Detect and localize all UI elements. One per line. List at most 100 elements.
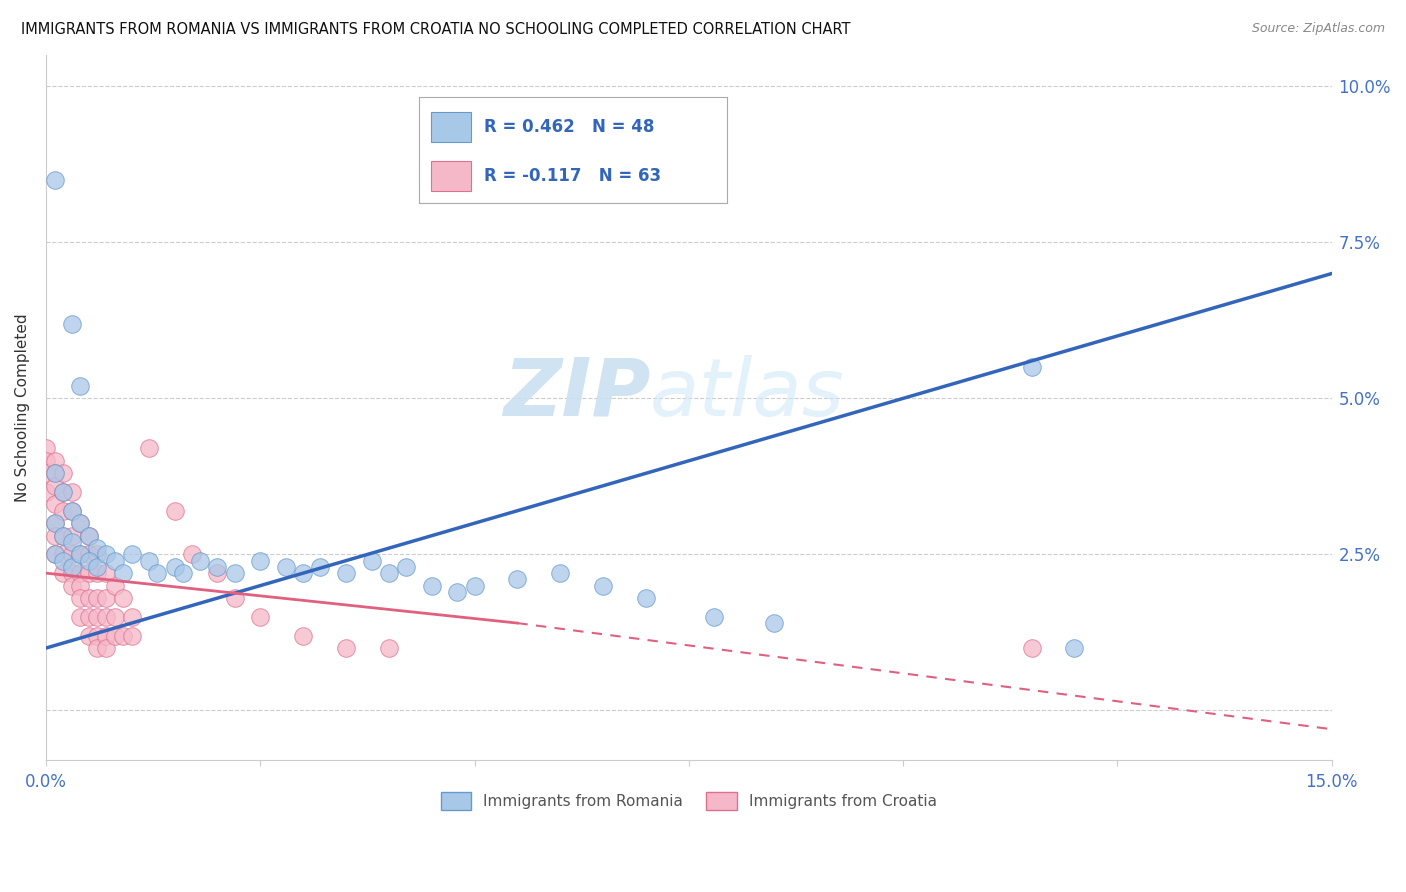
Point	[69, 516, 91, 531]
Point	[112, 591, 135, 606]
Point	[180, 548, 202, 562]
Point	[163, 504, 186, 518]
Point	[77, 548, 100, 562]
Point	[77, 529, 100, 543]
Point	[86, 541, 108, 556]
Point	[44, 548, 66, 562]
Text: atlas: atlas	[650, 355, 845, 433]
Point	[274, 560, 297, 574]
Point	[292, 629, 315, 643]
Point	[35, 485, 58, 500]
Point	[103, 610, 125, 624]
Text: Source: ZipAtlas.com: Source: ZipAtlas.com	[1251, 22, 1385, 36]
Point	[44, 516, 66, 531]
Point	[1021, 641, 1043, 656]
Point	[52, 504, 75, 518]
Point	[592, 579, 614, 593]
Point	[335, 566, 357, 581]
Point	[207, 560, 229, 574]
Point	[634, 591, 657, 606]
Point	[77, 554, 100, 568]
Point	[86, 548, 108, 562]
Point	[77, 610, 100, 624]
Point	[52, 467, 75, 481]
Point	[69, 548, 91, 562]
Point	[86, 591, 108, 606]
Point	[138, 442, 160, 456]
Point	[146, 566, 169, 581]
Point	[94, 548, 117, 562]
Point	[52, 554, 75, 568]
Point	[172, 566, 194, 581]
Point	[446, 585, 468, 599]
Point	[77, 629, 100, 643]
Point	[138, 554, 160, 568]
Point	[86, 629, 108, 643]
Point	[52, 485, 75, 500]
Point	[763, 616, 786, 631]
Point	[44, 516, 66, 531]
Point	[103, 579, 125, 593]
Point	[69, 566, 91, 581]
Point	[60, 560, 83, 574]
Point	[60, 579, 83, 593]
Point	[121, 610, 143, 624]
Point	[52, 529, 75, 543]
Point	[121, 629, 143, 643]
Point	[224, 591, 246, 606]
Point	[86, 566, 108, 581]
Point	[378, 641, 401, 656]
Point	[249, 610, 271, 624]
Text: IMMIGRANTS FROM ROMANIA VS IMMIGRANTS FROM CROATIA NO SCHOOLING COMPLETED CORREL: IMMIGRANTS FROM ROMANIA VS IMMIGRANTS FR…	[21, 22, 851, 37]
Point	[35, 467, 58, 481]
Point	[224, 566, 246, 581]
Text: ZIP: ZIP	[503, 355, 650, 433]
Point	[94, 610, 117, 624]
Point	[188, 554, 211, 568]
Y-axis label: No Schooling Completed: No Schooling Completed	[15, 313, 30, 502]
Point	[44, 454, 66, 468]
Point	[60, 504, 83, 518]
Point	[94, 641, 117, 656]
Point	[112, 629, 135, 643]
Point	[52, 566, 75, 581]
Point	[207, 566, 229, 581]
Point	[103, 554, 125, 568]
Point	[60, 317, 83, 331]
Point	[86, 641, 108, 656]
Point	[86, 610, 108, 624]
Point	[112, 566, 135, 581]
Point	[103, 629, 125, 643]
Point	[77, 591, 100, 606]
Point	[77, 529, 100, 543]
Point	[249, 554, 271, 568]
Point	[121, 548, 143, 562]
Point	[60, 504, 83, 518]
Point	[69, 379, 91, 393]
Point	[60, 548, 83, 562]
Point	[52, 529, 75, 543]
Legend: Immigrants from Romania, Immigrants from Croatia: Immigrants from Romania, Immigrants from…	[434, 787, 943, 816]
Point	[69, 516, 91, 531]
Point	[60, 566, 83, 581]
Point	[44, 467, 66, 481]
Point	[548, 566, 571, 581]
Point	[69, 579, 91, 593]
Point	[395, 560, 418, 574]
Point	[77, 566, 100, 581]
Point	[44, 498, 66, 512]
Point	[1063, 641, 1085, 656]
Point	[35, 442, 58, 456]
Point	[44, 173, 66, 187]
Point	[69, 610, 91, 624]
Point	[94, 591, 117, 606]
Point	[1021, 360, 1043, 375]
Point	[86, 560, 108, 574]
Point	[69, 548, 91, 562]
Point	[463, 579, 485, 593]
Point	[35, 454, 58, 468]
Point	[378, 566, 401, 581]
Point	[506, 573, 529, 587]
Point	[309, 560, 332, 574]
Point	[44, 467, 66, 481]
